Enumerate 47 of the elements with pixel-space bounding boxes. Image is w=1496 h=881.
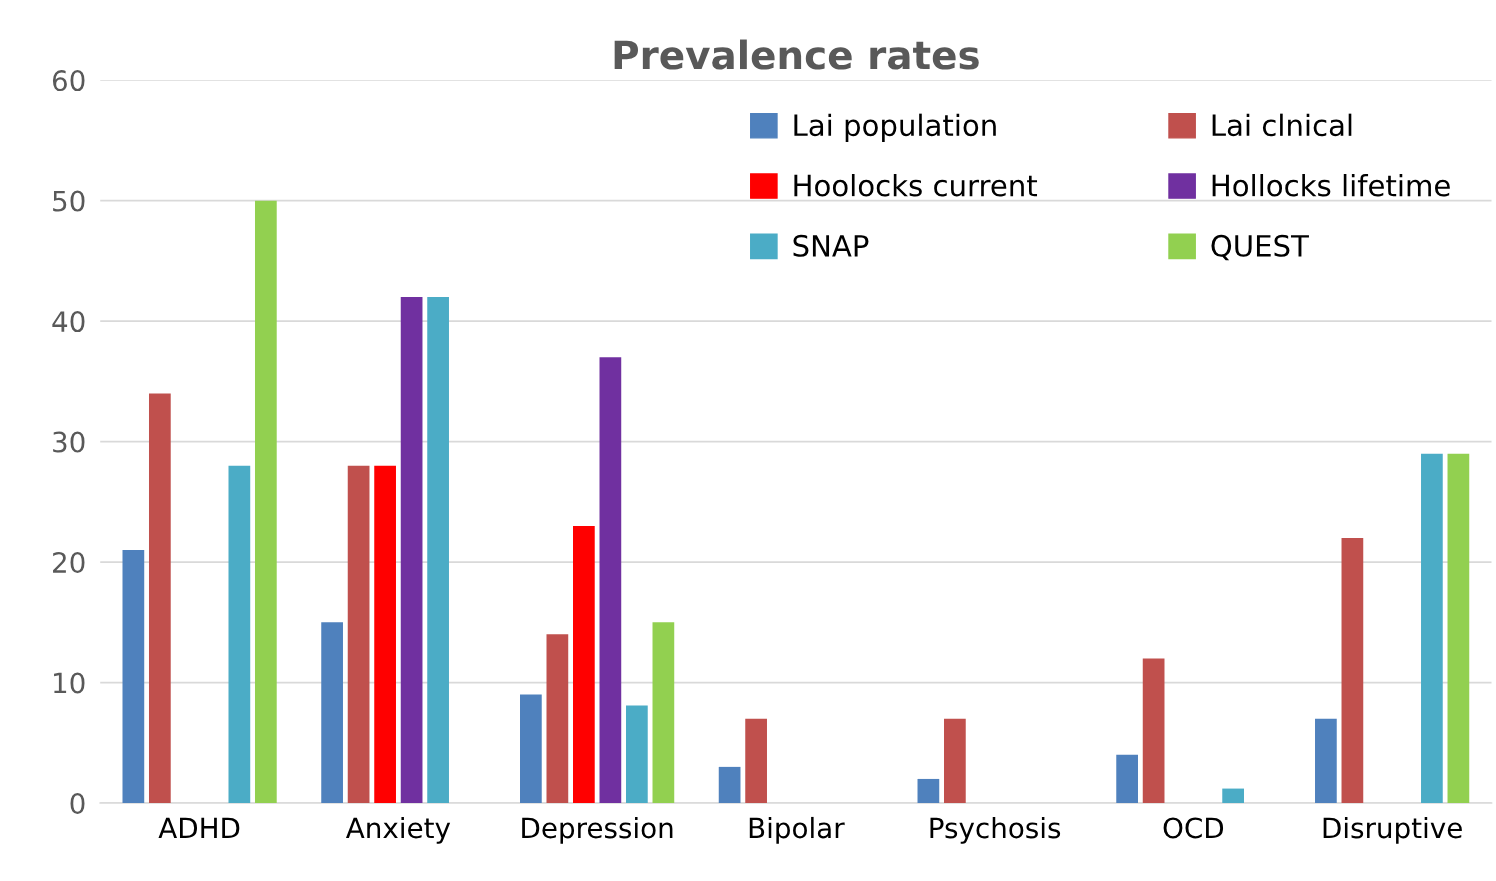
bar (1315, 718, 1337, 804)
y-tick-label: 30 (53, 431, 85, 453)
y-tick-label: 20 (53, 552, 85, 574)
bar (374, 465, 396, 804)
bar (546, 634, 569, 804)
bar (1222, 788, 1244, 804)
legend-label: Hollocks lifetime (1212, 173, 1450, 197)
y-tick-label: 60 (52, 70, 85, 92)
bar (400, 297, 423, 804)
bar (255, 200, 277, 804)
x-tick-label: ADHD (158, 817, 240, 839)
y-tick-label: 50 (53, 190, 85, 212)
legend-label: Lai clnical (1212, 113, 1352, 137)
bar (917, 778, 940, 804)
bar (228, 465, 251, 804)
bar (944, 718, 966, 804)
bar (148, 393, 171, 804)
x-tick-label: Bipolar (749, 816, 845, 844)
bar (599, 357, 622, 804)
y-tick-label: 0 (70, 792, 85, 814)
bar (652, 622, 675, 804)
y-tick-label: 40 (52, 311, 85, 333)
bar (427, 297, 449, 804)
x-tick-label: Depression (522, 816, 673, 844)
legend-label: QUEST (1211, 234, 1309, 261)
bar (718, 766, 741, 804)
x-tick-label: Psychosis (930, 816, 1061, 844)
legend-label: Lai population (794, 113, 996, 142)
bar (347, 465, 370, 804)
bar (1341, 537, 1364, 804)
bar (626, 705, 648, 804)
bar (745, 718, 767, 804)
bar (1142, 658, 1165, 804)
x-tick-label: Anxiety (345, 816, 451, 844)
bar (573, 525, 595, 804)
x-tick-label: Disruptive (1323, 816, 1462, 844)
bar (1447, 453, 1470, 804)
bar (1421, 453, 1443, 804)
legend-label: SNAP (793, 234, 869, 257)
bar (122, 550, 145, 804)
y-tick-label: 10 (54, 672, 85, 694)
x-tick-label: OCD (1163, 817, 1224, 839)
chart-title: Prevalence rates (614, 39, 979, 70)
legend-label: Hoolocks current (794, 173, 1038, 197)
bar (520, 694, 542, 804)
bar (1116, 754, 1138, 804)
bar (321, 622, 343, 804)
